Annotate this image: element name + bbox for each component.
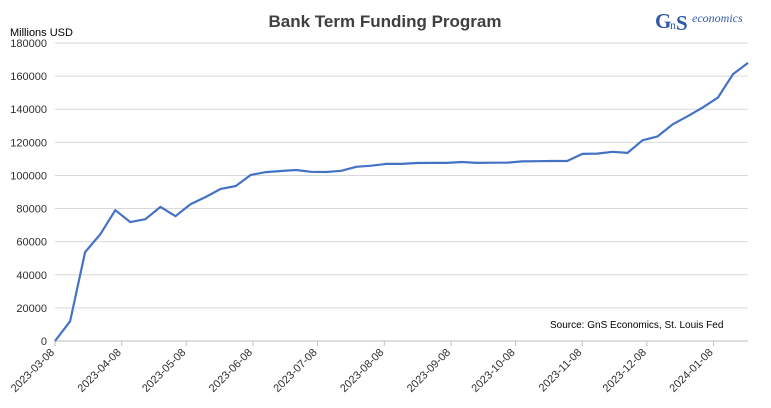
y-axis-ticks: 0 20000 40000 60000 80000 100000 120000 140000 1… [10, 38, 47, 348]
y-tick-label: 80000 [16, 204, 47, 216]
y-tick-label: 180000 [10, 38, 47, 50]
x-tick-label: 2023-11-08 [537, 347, 585, 395]
y-tick-label: 160000 [10, 71, 47, 83]
y-tick-label: 60000 [16, 237, 47, 249]
y-tick-label: 100000 [10, 170, 47, 182]
logo-wordmark: economics [692, 11, 743, 25]
logo-letter-g: G [655, 9, 671, 33]
y-tick-label: 120000 [10, 137, 47, 149]
x-tick-label: 2023-09-08 [405, 347, 453, 395]
series-lines [54, 62, 749, 342]
brand-logo: G n S economics [655, 9, 743, 35]
x-tick-label: 2023-07-08 [271, 347, 319, 395]
x-axis-ticks: 2023-03-08 2023-04-08 2023-05-08 2023-06-08… [9, 347, 716, 395]
x-tick-label: 2023-12-08 [601, 347, 649, 395]
y-tick-label: 20000 [16, 303, 47, 315]
x-tick-label: 2023-10-08 [469, 347, 517, 395]
x-tick-label: 2024-01-08 [667, 347, 715, 395]
logo-letter-n: n [670, 18, 676, 32]
x-axis [54, 340, 748, 346]
logo-letter-s: S [676, 11, 688, 35]
x-tick-label: 2023-05-08 [140, 347, 188, 395]
x-tick-label: 2023-04-08 [76, 347, 124, 395]
x-tick-label: 2023-08-08 [338, 347, 386, 395]
y-axis-unit-label: Millions USD [10, 27, 73, 39]
y-tick-label: 140000 [10, 104, 47, 116]
x-tick-label: 2023-03-08 [9, 347, 57, 395]
y-tick-label: 0 [41, 336, 47, 348]
gridlines [55, 42, 748, 309]
y-tick-label: 40000 [16, 270, 47, 282]
x-tick-label: 2023-06-08 [207, 347, 255, 395]
source-note: Source: GnS Economics, St. Louis Fed [550, 320, 723, 331]
chart-title: Bank Term Funding Program [269, 12, 502, 31]
series-line [54, 62, 749, 342]
